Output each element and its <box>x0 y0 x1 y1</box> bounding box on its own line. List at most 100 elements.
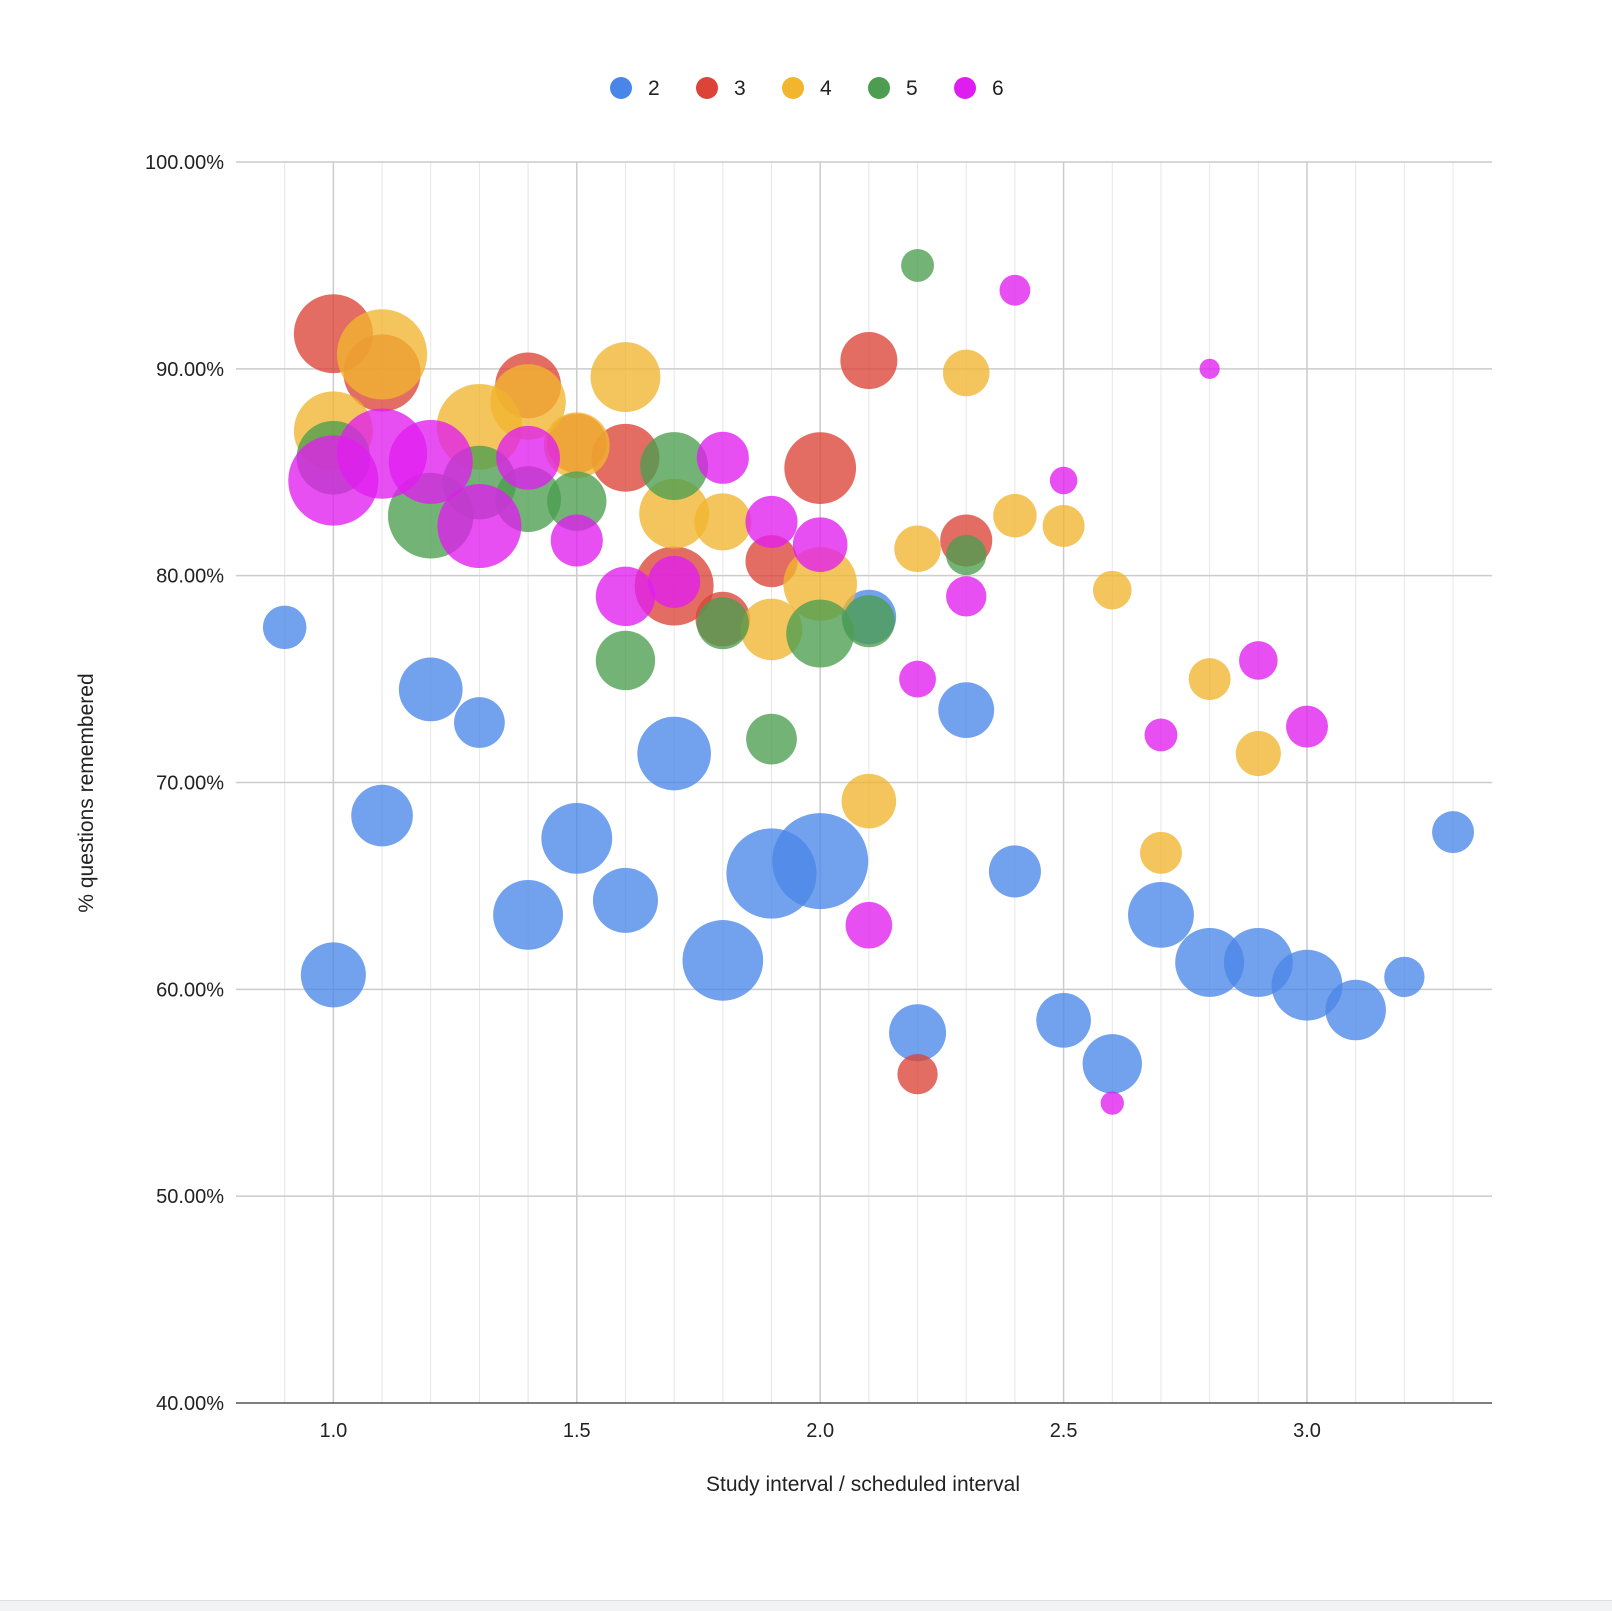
bubble-series-2[interactable] <box>889 1004 947 1062</box>
y-tick-label: 90.00% <box>156 359 224 381</box>
bubble-series-6[interactable] <box>437 484 522 569</box>
bubble-series-6[interactable] <box>1100 1091 1124 1115</box>
legend-marker <box>868 77 890 99</box>
legend-label: 2 <box>648 77 660 100</box>
bubble-series-5[interactable] <box>595 630 656 691</box>
bubble-series-4[interactable] <box>590 342 661 413</box>
bubble-series-2[interactable] <box>493 879 564 950</box>
legend-marker <box>696 77 718 99</box>
bubble-series-4[interactable] <box>543 412 610 479</box>
bubble-series-5[interactable] <box>547 471 607 531</box>
bubble-series-4[interactable] <box>1188 658 1231 701</box>
bubble-series-4[interactable] <box>639 478 710 549</box>
bubble-series-2[interactable] <box>1325 979 1386 1041</box>
bubble-series-3[interactable] <box>840 332 898 390</box>
bubble-series-6[interactable] <box>845 901 893 949</box>
bubble-series-6[interactable] <box>792 517 848 572</box>
bubble-series-6[interactable] <box>550 514 603 567</box>
legend-item-5[interactable]: 5 <box>868 77 918 100</box>
bubble-series-6[interactable] <box>899 660 936 698</box>
y-axis-title: % questions remembered <box>75 673 98 912</box>
bubble-series-2[interactable] <box>398 657 463 722</box>
bubble-series-6[interactable] <box>388 419 473 504</box>
legend-item-3[interactable]: 3 <box>696 77 746 100</box>
bubble-series-6[interactable] <box>946 576 987 617</box>
bubble-series-4[interactable] <box>1139 831 1182 874</box>
legend-label: 6 <box>992 77 1004 100</box>
bubble-series-6[interactable] <box>496 425 560 490</box>
series-4 <box>293 309 1281 874</box>
bubble-series-6[interactable] <box>648 555 701 608</box>
bubble-series-4[interactable] <box>841 773 897 829</box>
bubble-series-5[interactable] <box>696 597 749 650</box>
bubble-series-3[interactable] <box>784 432 857 504</box>
bubble-series-6[interactable] <box>1144 718 1178 752</box>
bubble-series-4[interactable] <box>336 309 428 400</box>
bubble-series-4[interactable] <box>942 349 990 397</box>
legend-marker <box>782 77 804 99</box>
series-2 <box>262 589 1475 1094</box>
bubble-series-2[interactable] <box>1271 949 1343 1021</box>
bubble-series-2[interactable] <box>351 784 413 847</box>
bubble-series-4[interactable] <box>783 547 858 621</box>
bubble-series-2[interactable] <box>541 802 613 874</box>
y-tick-label: 100.00% <box>145 152 224 174</box>
bubble-series-2[interactable] <box>1082 1034 1142 1094</box>
legend-label: 5 <box>906 77 918 100</box>
bubble-series-6[interactable] <box>1049 466 1078 495</box>
bubble-series-5[interactable] <box>946 534 987 576</box>
bubble-series-4[interactable] <box>1042 505 1085 548</box>
x-tick-label: 3.0 <box>1293 1420 1321 1442</box>
axis-tick-labels: 1.0 1.5 2.0 2.5 3.0 40.00% 50.00% 60.00% 70.00% 8… <box>145 152 1321 1442</box>
bubble-series-2[interactable] <box>988 845 1041 898</box>
bubble-series-4[interactable] <box>1092 570 1132 610</box>
legend-marker <box>954 77 976 99</box>
bubble-series-5[interactable] <box>842 595 895 648</box>
bubble-series-2[interactable] <box>262 605 307 650</box>
bubble-series-2[interactable] <box>1175 928 1245 997</box>
legend-item-4[interactable]: 4 <box>782 77 832 100</box>
bubble-series-3[interactable] <box>745 535 798 588</box>
bubble-series-2[interactable] <box>1128 881 1194 948</box>
legend-item-2[interactable]: 2 <box>610 77 660 100</box>
legend-label: 4 <box>820 77 832 100</box>
legend-marker <box>610 77 632 99</box>
bubble-series-2[interactable] <box>1036 993 1091 1048</box>
bubble-series-6[interactable] <box>1239 641 1278 680</box>
y-tick-label: 50.00% <box>156 1186 224 1208</box>
bubble-series-4[interactable] <box>1235 730 1281 777</box>
x-tick-label: 1.0 <box>319 1420 347 1442</box>
bubble-series-6[interactable] <box>999 274 1031 306</box>
bubble-series-2[interactable] <box>300 942 366 1008</box>
bubble-series-4[interactable] <box>993 493 1037 538</box>
bubble-series-4[interactable] <box>894 525 941 573</box>
bubble-series-6[interactable] <box>1286 705 1328 748</box>
bubble-series-6[interactable] <box>745 495 798 548</box>
bubble-series-4[interactable] <box>740 598 803 661</box>
y-tick-label: 60.00% <box>156 979 224 1001</box>
bubble-series-6[interactable] <box>1199 358 1220 379</box>
bubble-series-2[interactable] <box>637 716 711 791</box>
bubble-series-4[interactable] <box>490 364 566 440</box>
bubble-series-4[interactable] <box>694 493 752 551</box>
bubble-series-2[interactable] <box>772 813 869 910</box>
bubble-series-6[interactable] <box>595 566 656 627</box>
bubble-series-6[interactable] <box>696 431 749 484</box>
bubble-series-2[interactable] <box>938 682 995 739</box>
bubble-series-5[interactable] <box>786 599 855 668</box>
bubble-series-2[interactable] <box>454 697 505 748</box>
bubble-series-5[interactable] <box>746 713 797 765</box>
bubble-series-5[interactable] <box>901 248 935 282</box>
bubble-series-2[interactable] <box>1432 811 1475 854</box>
bubble-series-2[interactable] <box>592 867 658 933</box>
bottom-border <box>0 1600 1612 1611</box>
bubble-series-2[interactable] <box>1384 956 1425 998</box>
legend-label: 3 <box>734 77 746 100</box>
bubble-series-3[interactable] <box>897 1053 938 1095</box>
bubble-series-5[interactable] <box>640 432 709 500</box>
legend-item-6[interactable]: 6 <box>954 77 1004 100</box>
bubble-series-2[interactable] <box>682 920 764 1001</box>
y-tick-label: 40.00% <box>156 1393 224 1415</box>
